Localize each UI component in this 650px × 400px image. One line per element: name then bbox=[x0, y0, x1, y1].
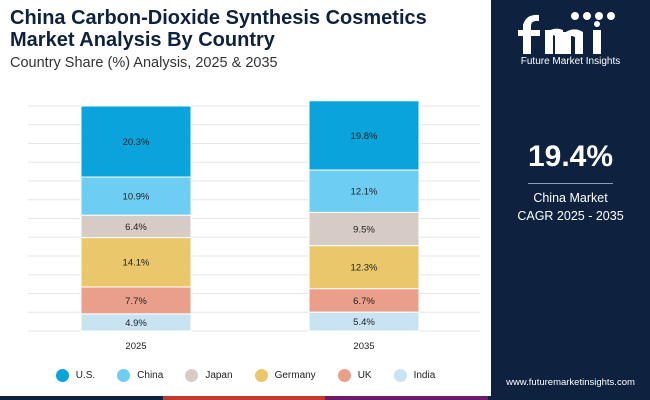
legend-swatch bbox=[185, 368, 199, 382]
bar-segment-germany-2025 bbox=[80, 237, 192, 288]
legend-label: Germany bbox=[274, 369, 316, 381]
legend-label: Japan bbox=[205, 369, 233, 381]
legend-swatch bbox=[337, 368, 351, 382]
bottom-bar-segment-2 bbox=[162, 396, 325, 400]
logo-caption: Future Market Insights bbox=[520, 56, 621, 67]
cagr-label-market: China Market bbox=[533, 191, 608, 205]
data-label-china-2035: 12.1% bbox=[351, 187, 378, 198]
data-label-uk-2035: 6.7% bbox=[353, 296, 375, 307]
bar-segment-japan-2035 bbox=[308, 211, 420, 247]
data-label-japan-2025: 6.4% bbox=[125, 222, 147, 233]
cagr-value: 19.4% bbox=[527, 140, 614, 173]
data-label-germany-2025: 14.1% bbox=[123, 258, 150, 269]
legend-label: China bbox=[137, 369, 164, 381]
bottom-bar-segment-1 bbox=[0, 396, 163, 400]
chart-legend: U.S. China Japan Germany UK India bbox=[0, 366, 491, 384]
legend-swatch bbox=[55, 368, 69, 382]
legend-swatch bbox=[254, 368, 268, 382]
legend-label: UK bbox=[357, 369, 372, 381]
legend-item-uk: UK bbox=[337, 368, 372, 382]
bottom-bar-segment-3 bbox=[325, 396, 488, 400]
data-label-india-2035: 5.4% bbox=[353, 317, 375, 328]
cagr-label-period: CAGR 2025 - 2035 bbox=[517, 209, 624, 223]
legend-swatch bbox=[393, 368, 407, 382]
fmi-logo-icon bbox=[518, 12, 615, 54]
bar-segment-china-2035 bbox=[308, 169, 420, 213]
chart-title: China Carbon-Dioxide Synthesis Cosmetics… bbox=[10, 7, 427, 51]
legend-item-germany: Germany bbox=[254, 368, 316, 382]
bottom-bar-segment-4 bbox=[487, 396, 650, 400]
data-label-us-2025: 20.3% bbox=[123, 137, 150, 148]
legend-label: U.S. bbox=[75, 369, 96, 381]
legend-item-india: India bbox=[393, 368, 436, 382]
bar-segment-us-2025 bbox=[80, 105, 192, 178]
legend-swatch bbox=[117, 368, 131, 382]
data-label-germany-2035: 12.3% bbox=[351, 263, 378, 274]
data-label-uk-2025: 7.7% bbox=[125, 296, 147, 307]
legend-item-china: China bbox=[117, 368, 164, 382]
side-panel bbox=[491, 0, 650, 400]
data-label-india-2025: 4.9% bbox=[125, 318, 147, 329]
legend-item-japan: Japan bbox=[185, 368, 233, 382]
bar-segment-us-2035 bbox=[308, 100, 420, 171]
cagr-label: China Market CAGR 2025 - 2035 bbox=[491, 189, 650, 225]
data-label-china-2025: 10.9% bbox=[123, 192, 150, 203]
legend-item-us: U.S. bbox=[55, 368, 96, 382]
stacked-bar-chart: 4.9% 7.7% 14.1% 6.4% 10.9% 20.3% 2025 5.4% 6.7% 1… bbox=[28, 100, 480, 352]
x-tick-label-2025: 2025 bbox=[125, 341, 146, 352]
website-link[interactable]: www.futuremarketinsights.com bbox=[506, 377, 635, 388]
bar-segment-germany-2035 bbox=[308, 245, 420, 290]
chart-subtitle: Country Share (%) Analysis, 2025 & 2035 bbox=[10, 55, 278, 71]
data-label-us-2035: 19.8% bbox=[351, 131, 378, 142]
legend-label: India bbox=[413, 369, 436, 381]
x-tick-label-2035: 2035 bbox=[353, 341, 374, 352]
bottom-accent-bar bbox=[0, 396, 650, 400]
data-label-japan-2035: 9.5% bbox=[353, 224, 375, 235]
cagr-divider bbox=[528, 183, 613, 184]
